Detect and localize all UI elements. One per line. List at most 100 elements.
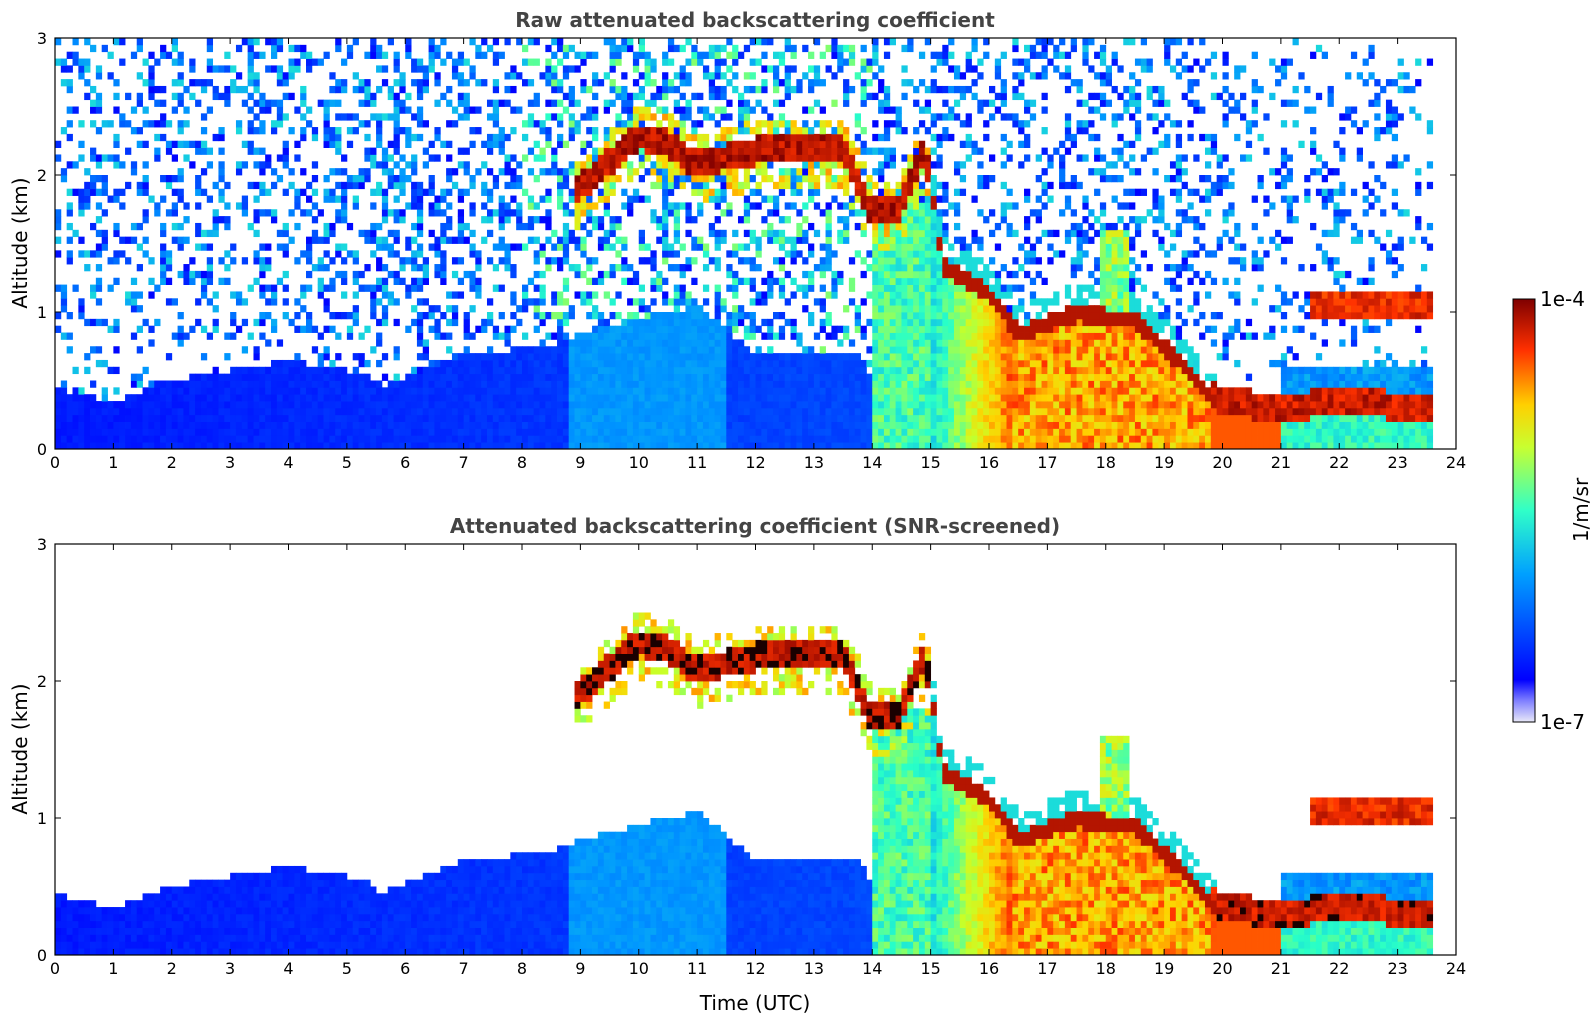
heatmap-cell bbox=[732, 325, 739, 333]
heatmap-cell bbox=[848, 257, 856, 265]
heatmap-cell bbox=[790, 291, 797, 299]
heatmap-cell bbox=[755, 421, 762, 429]
heatmap-cell bbox=[434, 421, 441, 429]
heatmap-cell bbox=[930, 421, 937, 429]
heatmap-cell bbox=[411, 181, 418, 190]
heatmap-cell bbox=[603, 394, 610, 402]
heatmap-cell bbox=[615, 428, 622, 436]
heatmap-cell bbox=[370, 229, 377, 238]
heatmap-cell bbox=[901, 181, 908, 190]
heatmap-cell bbox=[644, 106, 651, 114]
heatmap-cell bbox=[84, 428, 91, 436]
heatmap-cell bbox=[428, 38, 435, 46]
heatmap-cell bbox=[895, 236, 902, 244]
heatmap-cell bbox=[288, 65, 295, 73]
heatmap-cell bbox=[825, 394, 832, 402]
heatmap-cell bbox=[130, 380, 138, 388]
heatmap-cell bbox=[778, 435, 786, 443]
heatmap-cell bbox=[650, 401, 657, 409]
heatmap-cell bbox=[714, 175, 721, 183]
heatmap-cell bbox=[749, 401, 756, 409]
heatmap-cell bbox=[808, 442, 815, 449]
heatmap-cell bbox=[189, 92, 196, 101]
heatmap-cell bbox=[440, 442, 447, 449]
heatmap-cell bbox=[253, 387, 260, 395]
heatmap-cell bbox=[843, 181, 850, 190]
heatmap-cell bbox=[341, 113, 348, 121]
heatmap-cell bbox=[790, 140, 797, 148]
heatmap-cell bbox=[732, 312, 739, 320]
heatmap-cell bbox=[411, 435, 418, 443]
heatmap-cell bbox=[901, 401, 908, 409]
heatmap-cell bbox=[241, 257, 249, 265]
heatmap-cell bbox=[364, 154, 371, 162]
heatmap-cell bbox=[451, 58, 459, 66]
heatmap-cell bbox=[533, 387, 540, 395]
heatmap-cell bbox=[446, 373, 453, 381]
heatmap-cell bbox=[667, 380, 675, 388]
heatmap-cell bbox=[335, 332, 342, 340]
heatmap-cell bbox=[679, 161, 686, 169]
heatmap-cell bbox=[533, 353, 540, 361]
heatmap-cell bbox=[416, 113, 424, 121]
panel-title: Raw attenuated backscattering coefficien… bbox=[515, 8, 995, 32]
heatmap-cell bbox=[656, 318, 663, 327]
heatmap-cell bbox=[895, 407, 902, 416]
heatmap-cell bbox=[714, 120, 721, 128]
heatmap-cell bbox=[405, 133, 412, 142]
heatmap-cell bbox=[288, 44, 295, 53]
heatmap-cell bbox=[662, 332, 669, 340]
heatmap-cell bbox=[527, 168, 535, 176]
heatmap-cell bbox=[247, 72, 254, 80]
heatmap-cell bbox=[702, 133, 710, 142]
heatmap-cell bbox=[405, 373, 412, 381]
heatmap-cell bbox=[627, 325, 634, 333]
heatmap-cell bbox=[428, 380, 435, 388]
heatmap-cell bbox=[230, 243, 237, 251]
heatmap-cell bbox=[387, 380, 394, 388]
heatmap-cell bbox=[837, 373, 844, 381]
heatmap-cell bbox=[235, 85, 243, 94]
heatmap-cell bbox=[592, 147, 599, 155]
heatmap-cell bbox=[551, 229, 558, 238]
heatmap-cell bbox=[335, 209, 342, 217]
heatmap-cell bbox=[270, 181, 278, 190]
heatmap-cell bbox=[831, 284, 838, 292]
heatmap-cell bbox=[183, 85, 190, 94]
heatmap-cell bbox=[230, 332, 237, 340]
heatmap-cell bbox=[393, 407, 400, 416]
heatmap-cell bbox=[708, 387, 716, 395]
heatmap-cell bbox=[393, 120, 400, 128]
heatmap-cell bbox=[300, 168, 307, 176]
heatmap-cell bbox=[422, 188, 429, 196]
heatmap-cell bbox=[300, 209, 307, 217]
heatmap-cell bbox=[300, 435, 307, 443]
heatmap-cell bbox=[924, 305, 932, 313]
heatmap-cell bbox=[825, 175, 832, 183]
heatmap-cell bbox=[107, 428, 114, 436]
heatmap-cell bbox=[615, 264, 622, 272]
heatmap-cell bbox=[720, 353, 727, 361]
heatmap-cell bbox=[381, 435, 389, 443]
heatmap-cell bbox=[913, 181, 920, 190]
heatmap-cell bbox=[230, 257, 237, 265]
heatmap-cell bbox=[241, 209, 249, 217]
heatmap-cell bbox=[510, 435, 517, 443]
heatmap-cell bbox=[160, 394, 167, 402]
heatmap-cell bbox=[189, 277, 196, 285]
heatmap-cell bbox=[580, 421, 587, 429]
heatmap-cell bbox=[358, 99, 365, 107]
heatmap-cell bbox=[195, 428, 202, 436]
heatmap-cell bbox=[615, 394, 622, 402]
heatmap-cell bbox=[673, 44, 681, 53]
heatmap-cell bbox=[662, 325, 669, 333]
heatmap-cell bbox=[615, 127, 622, 135]
heatmap-cell bbox=[755, 161, 762, 169]
heatmap-cell bbox=[819, 264, 826, 272]
heatmap-cell bbox=[685, 312, 692, 320]
heatmap-cell bbox=[901, 366, 908, 375]
heatmap-cell bbox=[889, 264, 896, 272]
heatmap-cell bbox=[632, 113, 640, 121]
heatmap-cell bbox=[918, 243, 926, 251]
heatmap-cell bbox=[346, 401, 354, 409]
